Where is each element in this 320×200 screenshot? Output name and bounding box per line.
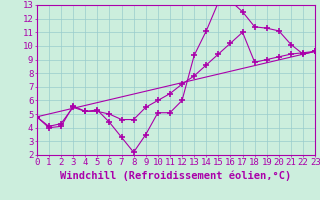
X-axis label: Windchill (Refroidissement éolien,°C): Windchill (Refroidissement éolien,°C) [60, 170, 292, 181]
